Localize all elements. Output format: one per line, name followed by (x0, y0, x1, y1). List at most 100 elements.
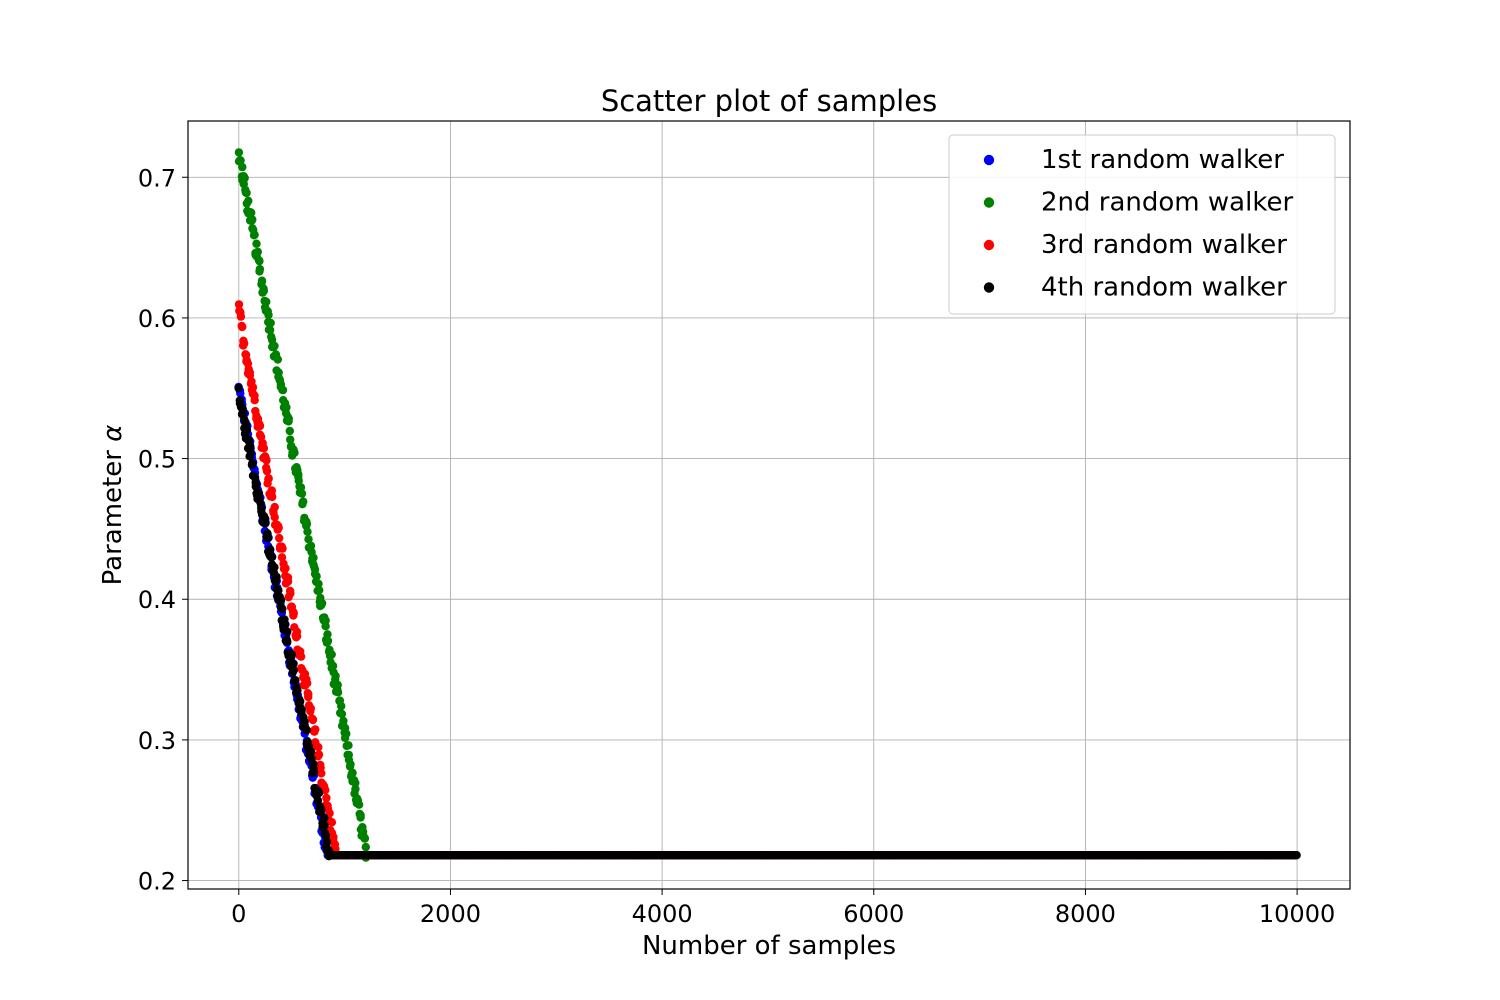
data-point (292, 632, 302, 641)
data-point (261, 519, 270, 528)
data-point (327, 650, 336, 659)
y-tick-label: 0.6 (138, 305, 176, 333)
data-point (280, 619, 290, 629)
data-point (267, 486, 276, 495)
y-tick-label: 0.3 (138, 727, 176, 755)
data-point (293, 686, 302, 695)
data-point (291, 676, 300, 685)
data-point (248, 458, 257, 468)
data-point (317, 599, 327, 608)
data-point (265, 325, 275, 335)
data-point (306, 747, 316, 756)
legend-marker (983, 197, 995, 208)
data-point (240, 339, 249, 348)
y-tick-label: 0.2 (138, 868, 176, 896)
data-point (255, 264, 265, 274)
legend-marker (983, 154, 995, 166)
legend: 1st random walker 2nd random walker 3rd ra… (948, 134, 1336, 315)
data-point (234, 148, 244, 157)
chart-title: Scatter plot of samples (601, 84, 937, 118)
x-tick-label: 0 (231, 900, 246, 928)
data-point (264, 474, 273, 483)
data-point (246, 448, 255, 457)
data-point (244, 435, 254, 444)
data-point (255, 421, 265, 431)
data-point (286, 589, 295, 598)
x-axis-label: Number of samples (642, 931, 896, 961)
legend-label: 2nd random walker (1041, 188, 1293, 218)
data-point (314, 788, 324, 798)
x-tick-label: 2000 (420, 900, 481, 928)
data-point (328, 661, 338, 671)
data-point (277, 553, 287, 562)
data-point (278, 385, 288, 395)
data-point (327, 818, 337, 827)
data-point (309, 768, 319, 777)
data-point (299, 497, 308, 506)
data-point (266, 318, 275, 328)
y-axis-label: Parameter α (98, 425, 128, 586)
data-point (296, 483, 306, 492)
data-point (262, 466, 272, 476)
legend-label: 1st random walker (1041, 145, 1284, 175)
data-point (247, 208, 256, 217)
data-point (263, 533, 273, 543)
data-point (289, 666, 298, 675)
data-point (323, 630, 332, 639)
data-point (253, 247, 262, 256)
x-tick-label: 10000 (1259, 900, 1335, 928)
y-tick-label: 0.4 (138, 586, 176, 614)
data-point (329, 832, 338, 842)
grid (188, 121, 1350, 889)
legend-label: 4th random walker (1041, 273, 1287, 303)
data-point (270, 341, 279, 351)
data-point (235, 396, 244, 405)
legend-marker (983, 239, 995, 251)
data-point (302, 725, 311, 735)
data-point (306, 704, 315, 713)
data-point (351, 784, 360, 794)
data-point (265, 545, 275, 554)
data-point (337, 709, 347, 719)
data-point (259, 444, 269, 453)
data-point (252, 239, 261, 248)
data-point (322, 793, 331, 803)
axis-ticks: 0 2000 4000 6000 8000 10000 0.2 0.3 0.4 0.5 0.6 0.7 (138, 164, 1335, 928)
y-tick-label: 0.5 (138, 446, 176, 474)
data-point (274, 523, 283, 532)
data-point (314, 579, 323, 588)
y-axis-label-symbol: α (98, 425, 128, 442)
data-point (296, 697, 305, 706)
data-point (344, 750, 353, 760)
data-point (250, 230, 259, 239)
data-point (270, 513, 279, 522)
data-point (323, 636, 333, 646)
data-point (264, 310, 273, 320)
data-point (276, 596, 286, 605)
data-point (234, 300, 244, 309)
data-point (234, 383, 243, 393)
data-point (246, 442, 255, 451)
data-point (257, 503, 266, 512)
legend-label: 3rd random walker (1041, 230, 1287, 260)
data-point (321, 622, 330, 631)
data-point (297, 705, 306, 714)
data-point (312, 572, 321, 581)
data-point (314, 743, 323, 752)
data-point (284, 417, 293, 426)
data-point (297, 489, 307, 498)
data-point (289, 608, 298, 618)
data-point (251, 478, 260, 488)
data-point (236, 156, 245, 165)
data-point (278, 544, 287, 553)
data-point (248, 383, 258, 392)
data-point (304, 535, 313, 544)
plot-area-frame (187, 120, 1351, 890)
data-point (278, 604, 287, 614)
data-point (274, 586, 283, 595)
data-point (311, 725, 320, 734)
data-point (242, 425, 252, 434)
data-point (287, 650, 296, 659)
y-axis-label-text: Parameter (98, 442, 128, 586)
